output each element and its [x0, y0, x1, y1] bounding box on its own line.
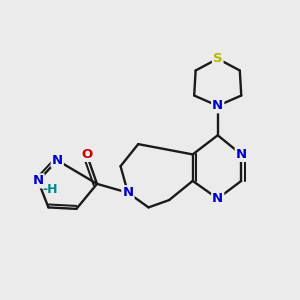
Text: N: N: [212, 99, 223, 112]
Text: O: O: [81, 148, 92, 161]
Text: S: S: [213, 52, 223, 65]
Text: N: N: [32, 174, 44, 188]
Text: N: N: [212, 192, 223, 205]
Text: N: N: [52, 154, 63, 167]
Text: N: N: [122, 186, 134, 199]
Text: N: N: [236, 148, 247, 161]
Text: -H: -H: [43, 183, 58, 196]
